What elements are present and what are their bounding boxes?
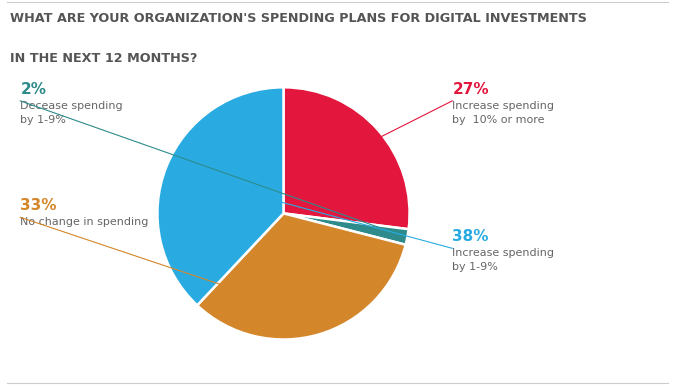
Wedge shape xyxy=(197,213,406,340)
Text: 27%: 27% xyxy=(452,82,489,97)
Text: 2%: 2% xyxy=(20,82,47,97)
Text: No change in spending: No change in spending xyxy=(20,217,148,227)
Wedge shape xyxy=(157,87,284,305)
Wedge shape xyxy=(284,213,408,245)
Text: Increase spending
by 1-9%: Increase spending by 1-9% xyxy=(452,248,554,272)
Text: Increase spending
by  10% or more: Increase spending by 10% or more xyxy=(452,101,554,125)
Text: Decease spending
by 1-9%: Decease spending by 1-9% xyxy=(20,101,123,125)
Wedge shape xyxy=(284,87,410,229)
Text: 33%: 33% xyxy=(20,198,57,213)
Text: 38%: 38% xyxy=(452,229,489,244)
Text: WHAT ARE YOUR ORGANIZATION'S SPENDING PLANS FOR DIGITAL INVESTMENTS: WHAT ARE YOUR ORGANIZATION'S SPENDING PL… xyxy=(10,12,587,25)
Text: IN THE NEXT 12 MONTHS?: IN THE NEXT 12 MONTHS? xyxy=(10,52,198,66)
